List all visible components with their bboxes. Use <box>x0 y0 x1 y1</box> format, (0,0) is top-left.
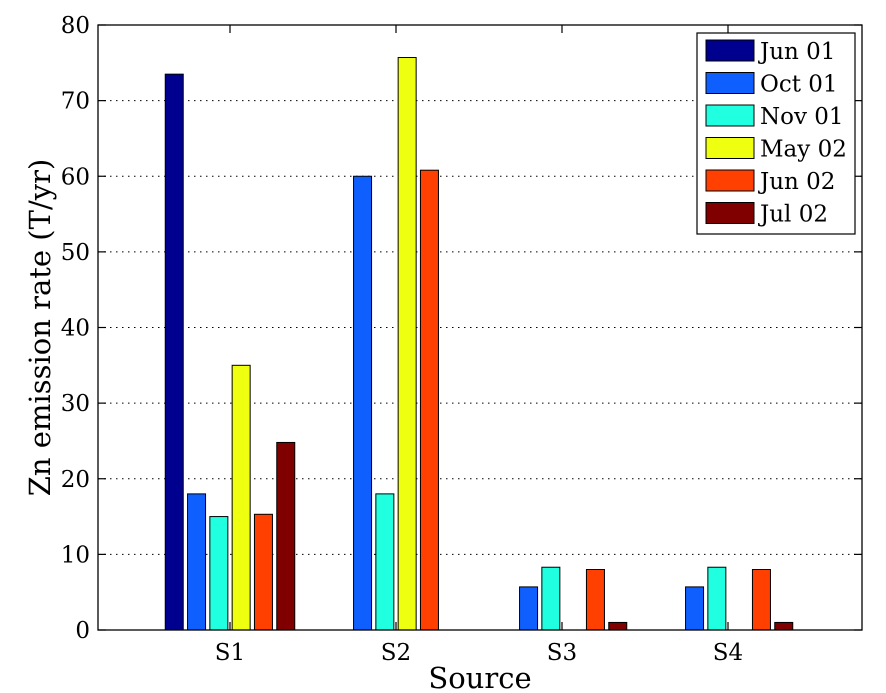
bar-s4-jul-02 <box>774 621 794 631</box>
legend-swatch <box>705 202 755 224</box>
bar-s1-jun-01 <box>164 73 184 631</box>
y-tick-label: 70 <box>61 89 90 115</box>
legend-swatch <box>705 137 755 159</box>
x-axis-label: Source <box>428 661 531 693</box>
bar-s3-jun-02 <box>585 569 605 631</box>
legend-swatch <box>705 39 755 62</box>
y-tick-label: 40 <box>61 316 90 342</box>
legend-entry-label: Jul 02 <box>758 202 828 228</box>
y-tick-label: 10 <box>61 542 90 568</box>
legend-entry-label: Jun 02 <box>758 169 835 195</box>
axis-ticks: 0 10 20 30 40 50 60 70 80 S1 S2 S3 S4 <box>61 13 862 666</box>
y-axis-label: Zn emission rate (T/yr) <box>23 159 57 497</box>
y-tick-label: 0 <box>75 618 90 644</box>
bar-s1-jul-02 <box>276 441 296 631</box>
x-tick-label: S4 <box>713 640 743 666</box>
bar-s4-jun-02 <box>751 569 771 631</box>
y-tick-label: 80 <box>61 13 90 39</box>
bars <box>164 57 794 631</box>
bar-s1-nov-01 <box>209 516 229 631</box>
legend-box <box>696 32 856 235</box>
legend-entry-label: Nov 01 <box>760 104 844 130</box>
bar-s3-oct-01 <box>519 586 539 631</box>
legend: Jun 01 Oct 01 Nov 01 May 02 Jun 02 Jul 02 <box>696 32 856 235</box>
legend-entry-label: May 02 <box>760 137 847 163</box>
legend-entry-label: Oct 01 <box>760 72 838 98</box>
bar-s4-nov-01 <box>707 566 727 631</box>
legend-swatch <box>705 104 755 127</box>
bar-s4-oct-01 <box>685 586 705 631</box>
bar-s2-may-02 <box>397 57 417 631</box>
y-tick-label: 30 <box>61 391 90 417</box>
bar-s2-jun-02 <box>419 169 439 631</box>
bar-s1-jun-02 <box>253 513 273 631</box>
bar-s3-jul-02 <box>608 621 628 631</box>
y-tick-label: 20 <box>61 467 90 493</box>
y-tick-label: 50 <box>61 240 90 266</box>
y-tick-label: 60 <box>61 164 90 190</box>
bar-s2-nov-01 <box>375 493 395 631</box>
legend-swatch <box>705 72 755 94</box>
x-tick-label: S1 <box>215 640 245 666</box>
bar-s1-oct-01 <box>187 493 207 631</box>
bar-s1-may-02 <box>231 364 251 631</box>
x-tick-label: S2 <box>381 640 411 666</box>
legend-entry-label: Jun 01 <box>758 39 835 65</box>
bar-s2-oct-01 <box>353 175 373 631</box>
legend-swatch <box>705 169 755 192</box>
x-tick-label: S3 <box>547 640 577 666</box>
bar-s3-nov-01 <box>541 566 561 631</box>
